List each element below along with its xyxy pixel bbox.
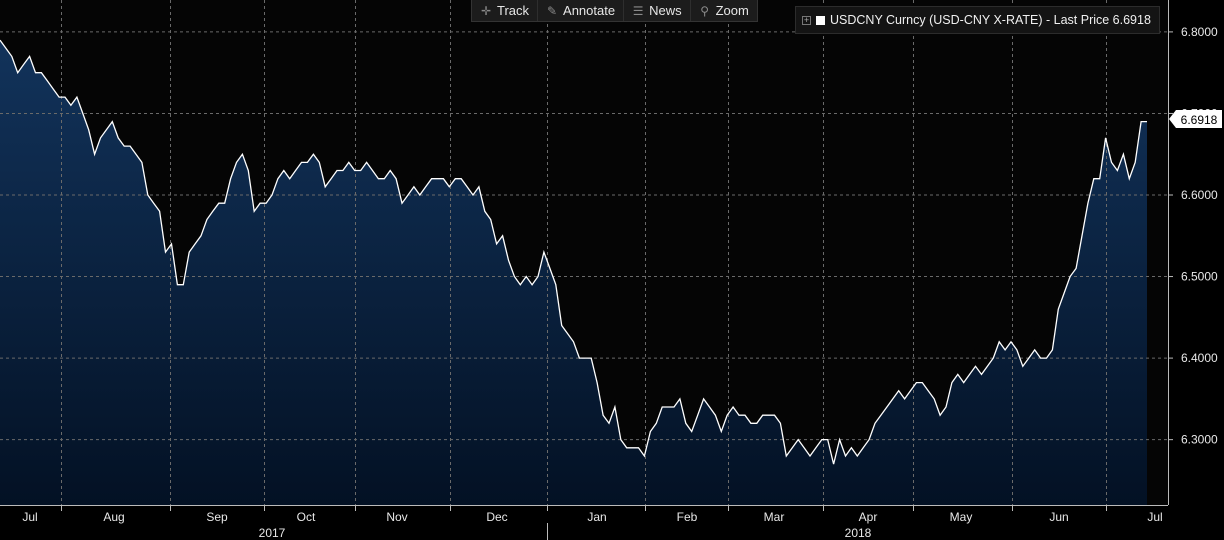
x-year-label: 2018	[845, 526, 872, 540]
x-month-label: Jan	[587, 510, 606, 524]
legend-text: USDCNY Curncy (USD-CNY X-RATE) - Last Pr…	[830, 13, 1151, 27]
x-month-label: May	[950, 510, 973, 524]
x-month-label: Dec	[486, 510, 507, 524]
x-month-label: Jul	[22, 510, 37, 524]
x-year-label: 2017	[259, 526, 286, 540]
crosshair-icon: ✛	[480, 3, 492, 18]
zoom-label: Zoom	[715, 3, 749, 18]
last-price-label: 6.6918	[1181, 113, 1218, 127]
series-line[interactable]	[0, 39, 1147, 465]
zoom-button[interactable]: ⚲ Zoom	[691, 0, 757, 21]
x-month-label: Oct	[297, 510, 316, 524]
annotate-label: Annotate	[563, 3, 616, 18]
x-axis-panel	[0, 505, 1168, 540]
last-price-tag: 6.6918	[1169, 110, 1222, 128]
expand-icon[interactable]: +	[802, 14, 811, 25]
x-month-label: Mar	[764, 510, 785, 524]
x-month-label: Nov	[386, 510, 407, 524]
x-month-label: Jun	[1049, 510, 1068, 524]
series-swatch	[816, 15, 825, 25]
chart-toolbar: ✛ Track ✎ Annotate ☰ News ⚲ Zoom	[471, 0, 758, 22]
y-tick-label: 6.5000	[1181, 270, 1218, 284]
news-label: News	[649, 3, 682, 18]
magnifier-icon: ⚲	[700, 3, 709, 18]
last-price-box	[1169, 110, 1222, 128]
y-tick-label: 6.6000	[1181, 188, 1218, 202]
y-tick-label: 6.3000	[1181, 433, 1218, 447]
x-month-label: Feb	[677, 510, 698, 524]
y-axis-panel	[1168, 0, 1224, 540]
x-month-label: Jul	[1147, 510, 1162, 524]
y-tick-label: 6.4000	[1181, 351, 1218, 365]
x-month-label: Sep	[206, 510, 228, 524]
series-area-fill	[0, 40, 1147, 505]
track-label: Track	[497, 3, 530, 18]
annotate-button[interactable]: ✎ Annotate	[538, 0, 625, 21]
x-month-label: Apr	[859, 510, 878, 524]
news-list-icon: ☰	[632, 3, 644, 18]
track-button[interactable]: ✛ Track	[472, 0, 539, 21]
series-legend[interactable]: + USDCNY Curncy (USD-CNY X-RATE) - Last …	[795, 6, 1160, 34]
news-button[interactable]: ☰ News	[624, 0, 691, 21]
y-tick-label: 6.8000	[1181, 25, 1218, 39]
pencil-icon: ✎	[547, 3, 558, 18]
x-month-label: Aug	[103, 510, 124, 524]
